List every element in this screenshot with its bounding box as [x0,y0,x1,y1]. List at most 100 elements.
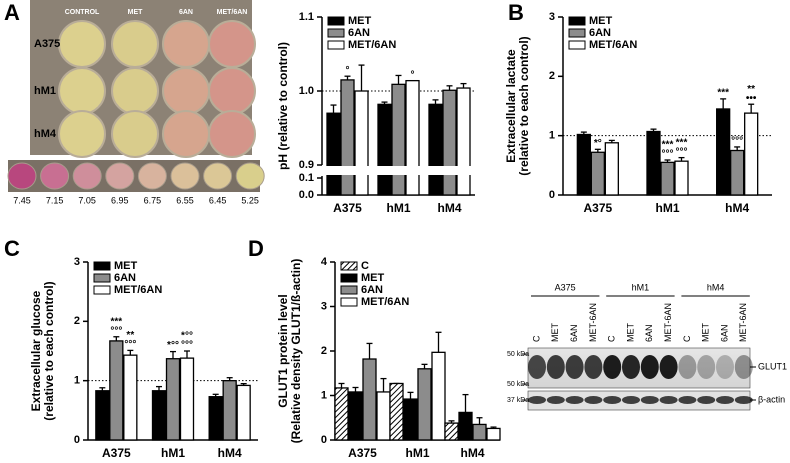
well [58,20,106,68]
ph-label: 7.05 [78,195,96,205]
bar [730,149,745,196]
ph-label: 6.55 [176,195,194,205]
x-tick-label: hM4 [725,201,749,215]
legend-swatch [93,273,111,283]
actin-band [659,396,678,404]
bar [458,411,473,441]
actin-band [546,396,565,404]
legend-label: 6AN [361,284,383,296]
lane-label: MET [701,323,711,343]
y-axis-label: (Relative density GLUT1/ß-actin) [289,259,303,444]
bar [109,340,124,441]
cell-line-label: A375 [555,282,576,292]
bar-chart: 0 1 2 3 4 GLUT1 protein level (Relative densit… [276,256,501,460]
x-tick-label: A375 [102,446,131,458]
glut1-band [734,355,753,379]
legend-swatch [568,28,586,38]
bar [389,382,404,441]
axis-break [316,166,477,175]
y-tick-label: 3 [549,11,555,23]
legend-swatch [340,273,358,283]
significance-label: °°° [676,146,688,157]
well [208,20,256,68]
bar [744,112,759,196]
cell-line-label: hM4 [707,282,725,292]
y-tick-label: 0.0 [299,189,314,201]
bar [340,79,355,196]
bar [179,357,195,441]
well [58,110,106,158]
legend-label: MET [361,272,385,284]
bar [151,390,167,441]
legend-swatch [340,297,358,307]
strip-well [170,162,200,190]
plate-row-label: hM4 [34,128,57,140]
legend-swatch [327,40,345,50]
well [111,110,159,158]
y-tick-label: 2 [321,345,327,357]
actin-band [640,396,659,404]
bar [354,90,369,196]
ph-label: 7.15 [46,195,64,205]
lane-label: 6AN [719,324,729,342]
ph-label: 6.95 [111,195,129,205]
bar [236,384,251,441]
well [111,20,159,68]
glut1-membrane [527,347,751,389]
marker-label: 37 kDa [507,397,529,404]
well [162,110,210,158]
y-tick-label: 0.1 [299,172,314,184]
panel-letter: B [508,0,524,25]
actin-band [565,396,584,404]
bar-chart: 0.9 1.0 1.1 0.0 0.1 pH (relative to control) A… [276,11,477,215]
bar [442,89,457,196]
significance-label: *° [594,138,602,149]
legend-swatch [93,261,111,271]
y-axis-label: pH (relative to control) [276,42,290,170]
glut1-band [603,355,622,379]
lane-label: MET [625,323,635,343]
glut1-band [716,355,734,379]
x-tick-label: hM4 [461,446,485,458]
y-tick-label: 3 [74,256,80,268]
well [162,67,210,115]
x-tick-label: A375 [348,446,377,458]
bar [376,391,391,441]
lane-label: MET-6AN [588,303,598,342]
actin-band [528,396,546,404]
bar [377,103,392,196]
legend-swatch [327,28,345,38]
plate-column-label: 6AN [179,9,193,16]
bar [208,396,223,441]
bar [165,358,181,441]
legend-swatch [340,261,358,271]
plate-column-label: MET/6AN [217,9,248,16]
bar [456,87,471,196]
significance-label: ** [126,330,134,341]
plate-row-label: hM1 [34,85,56,97]
bar [660,161,675,196]
bar [646,130,661,196]
actin-band [622,396,640,404]
panel-letter: A [4,0,20,25]
significance-label: *** [717,88,729,99]
x-tick-label: hM4 [438,201,462,215]
actin-band [697,396,716,404]
y-tick-label: 0 [549,189,555,201]
strip-well [137,162,167,190]
glut1-band [546,355,565,379]
lane-label: 6AN [644,324,654,342]
y-tick-label: 1 [549,130,555,142]
panel-letter: C [4,236,20,261]
significance-label: *°° [167,340,179,351]
bar [222,380,237,441]
x-tick-label: A375 [583,201,612,215]
bar [590,151,605,196]
glut1-band [584,355,603,379]
bar [326,112,341,196]
plate-column-label: MET [128,9,144,16]
charts: 0.9 1.0 1.1 0.0 0.1 pH (relative to control) A… [29,11,772,460]
ph-label: 7.45 [13,195,31,205]
actin-band [678,396,697,404]
